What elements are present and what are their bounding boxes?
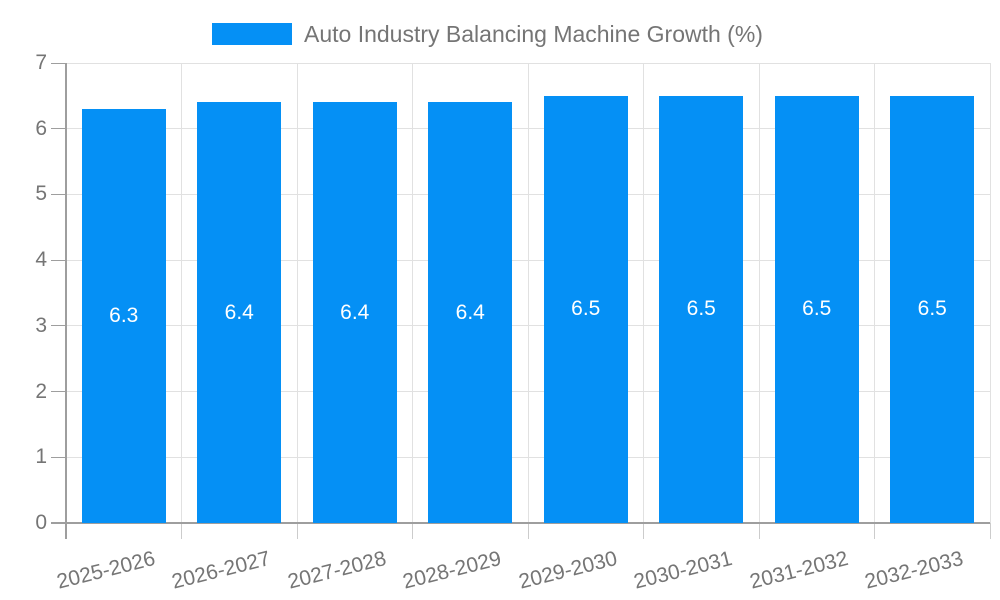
x-gridline: [296, 63, 298, 523]
bar-value-label: 6.5: [917, 297, 947, 321]
y-tick-label: 2: [35, 379, 47, 403]
y-tick: [51, 62, 66, 64]
bar[interactable]: 6.5: [659, 95, 744, 523]
y-tick: [51, 193, 66, 195]
y-tick: [51, 325, 66, 327]
y-tick: [51, 259, 66, 261]
bar[interactable]: 6.4: [197, 102, 282, 523]
x-gridline: [758, 63, 760, 523]
x-tick: [758, 523, 760, 539]
y-tick: [51, 128, 66, 130]
bar-value-label: 6.5: [802, 297, 832, 321]
bar-value-label: 6.5: [571, 297, 601, 321]
x-tick: [989, 523, 991, 539]
y-tick-label: 0: [35, 511, 47, 534]
x-tick: [527, 523, 529, 539]
x-tick: [643, 523, 644, 539]
legend-item[interactable]: Auto Industry Balancing Machine Growth (…: [212, 20, 763, 47]
x-tick: [181, 523, 182, 539]
x-tick: [874, 523, 875, 539]
bar-value-label: 6.5: [686, 297, 716, 321]
y-tick: [51, 391, 66, 393]
y-tick-label: 1: [35, 445, 47, 469]
y-tick-label: 6: [35, 116, 47, 140]
bar-value-label: 6.3: [109, 304, 139, 327]
y-tick-label: 3: [35, 313, 47, 337]
legend-swatch: [212, 23, 292, 45]
x-axis-line: [51, 522, 990, 524]
bar-value-label: 6.4: [224, 300, 254, 324]
x-gridline: [527, 63, 529, 523]
bar[interactable]: 6.5: [774, 95, 859, 523]
x-tick: [296, 523, 298, 539]
y-axis-line: [65, 63, 67, 539]
x-gridline: [874, 63, 875, 523]
bar[interactable]: 6.5: [543, 95, 628, 523]
x-gridline: [989, 63, 991, 523]
bar[interactable]: 6.3: [81, 109, 166, 523]
y-tick: [51, 456, 66, 458]
x-gridline: [412, 63, 413, 523]
y-tick-label: 7: [35, 51, 47, 74]
x-tick: [412, 523, 413, 539]
x-gridline: [643, 63, 644, 523]
y-tick-label: 4: [35, 248, 47, 272]
bar-value-label: 6.4: [455, 300, 485, 324]
legend-label: Auto Industry Balancing Machine Growth (…: [304, 20, 763, 47]
bar[interactable]: 6.4: [312, 102, 397, 523]
x-gridline: [181, 63, 182, 523]
y-tick-label: 5: [35, 182, 47, 206]
bar[interactable]: 6.4: [428, 102, 513, 523]
bar-value-label: 6.4: [340, 300, 370, 324]
bar[interactable]: 6.5: [890, 95, 975, 523]
